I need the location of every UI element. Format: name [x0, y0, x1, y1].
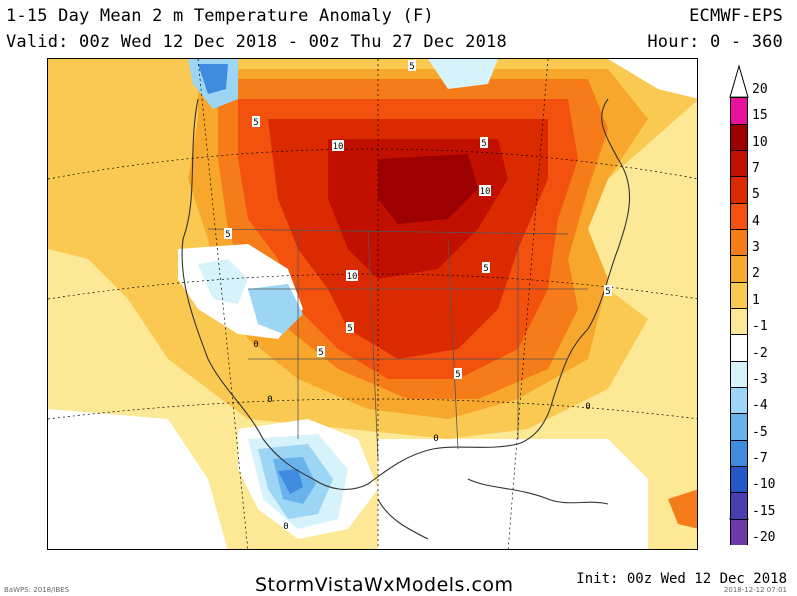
contour-label: 10: [333, 142, 344, 152]
colorbar-label: 7: [752, 161, 760, 177]
contour-label: 5: [481, 139, 486, 149]
colorbar-label: 10: [752, 134, 768, 150]
colorbar-label: 5: [752, 187, 760, 203]
colorbar-label: 4: [752, 213, 760, 229]
colorbar-swatch: [730, 518, 748, 546]
cold-hudson: [428, 59, 498, 89]
neutral-pacific-south: [48, 409, 228, 549]
colorbar-label: 15: [752, 108, 768, 124]
map-title: 1-15 Day Mean 2 m Temperature Anomaly (F…: [6, 6, 434, 26]
colorbar-swatch: [730, 281, 748, 308]
anomaly-field-15-20: [378, 154, 478, 224]
forecast-hours: Hour: 0 - 360: [647, 32, 783, 52]
colorbar-label: -2: [752, 345, 768, 361]
valid-period: Valid: 00z Wed 12 Dec 2018 - 00z Thu 27 …: [6, 32, 507, 52]
colorbar-label: 2: [752, 266, 760, 282]
colorbar-swatch: [730, 413, 748, 440]
colorbar-swatch: [730, 255, 748, 282]
neutral-caribbean: [378, 439, 648, 549]
colorbar-label: -10: [752, 477, 776, 493]
contour-label: 5: [253, 118, 258, 128]
contour-label: 5: [225, 230, 230, 240]
colorbar-label: 20: [752, 82, 768, 97]
fine-print-left: BaWPS: 2018/IBES: [4, 586, 70, 594]
temperature-anomaly-map: 10 5 5 10 5 5 10 5 5 5 5 5 0 0 0 0 0: [47, 58, 698, 550]
contour-label: 10: [347, 272, 358, 282]
colorbar-label: -3: [752, 371, 768, 387]
colorbar-label: -4: [752, 398, 768, 414]
colorbar-label: -15: [752, 503, 776, 519]
colorbar-swatch: [730, 466, 748, 493]
zero-label: 0: [283, 522, 288, 532]
colorbar-swatch: [730, 176, 748, 203]
colorbar-swatch: [730, 387, 748, 414]
colorbar-label: -5: [752, 424, 768, 440]
zero-label: 0: [433, 434, 438, 444]
colorbar-swatch: [730, 228, 748, 256]
colorbar-swatch: [730, 334, 748, 361]
contour-label: 10: [480, 187, 491, 197]
contour-labels: 10 5 5 10 5 5 10 5 5 5 5 5 0 0 0 0 0: [224, 60, 612, 532]
colorbar-swatch: [730, 492, 748, 519]
colorbar-label: -20: [752, 530, 776, 545]
colorbar-swatch: [730, 97, 748, 124]
colorbar-label: -1: [752, 319, 768, 335]
zero-label: 0: [253, 340, 258, 350]
contour-label: 5: [605, 287, 610, 297]
zero-label: 0: [267, 395, 272, 405]
contour-label: 5: [347, 324, 352, 334]
colorbar-label: -7: [752, 450, 768, 466]
colorbar-label: 1: [752, 292, 760, 308]
colorbar-swatch: [730, 202, 748, 229]
colorbar-swatch: [730, 308, 748, 335]
colorbar-label: 3: [752, 240, 760, 256]
contour-label: 5: [455, 370, 460, 380]
colorbar-swatch: [730, 149, 748, 177]
init-time: Init: 00z Wed 12 Dec 2018: [576, 571, 787, 587]
contour-label: 5: [318, 348, 323, 358]
model-name: ECMWF-EPS: [689, 6, 783, 26]
colorbar-legend: 20 15 10 7 5 4 3 2 1 -1 -2 -3 -4 -5 -7 -10 -15 -20: [726, 64, 796, 546]
zero-label: 0: [585, 402, 590, 412]
site-watermark: StormVistaWxModels.com: [255, 574, 514, 596]
colorbar-swatch: [730, 360, 748, 388]
state-borders: [207, 228, 588, 460]
contour-label: 5: [483, 264, 488, 274]
fine-print-right: 2018-12-12 07:01: [723, 586, 787, 594]
contour-label: 5: [409, 62, 414, 72]
colorbar-top-arrow: [729, 64, 749, 98]
colorbar-swatch: [730, 123, 748, 150]
colorbar-swatch: [730, 439, 748, 467]
